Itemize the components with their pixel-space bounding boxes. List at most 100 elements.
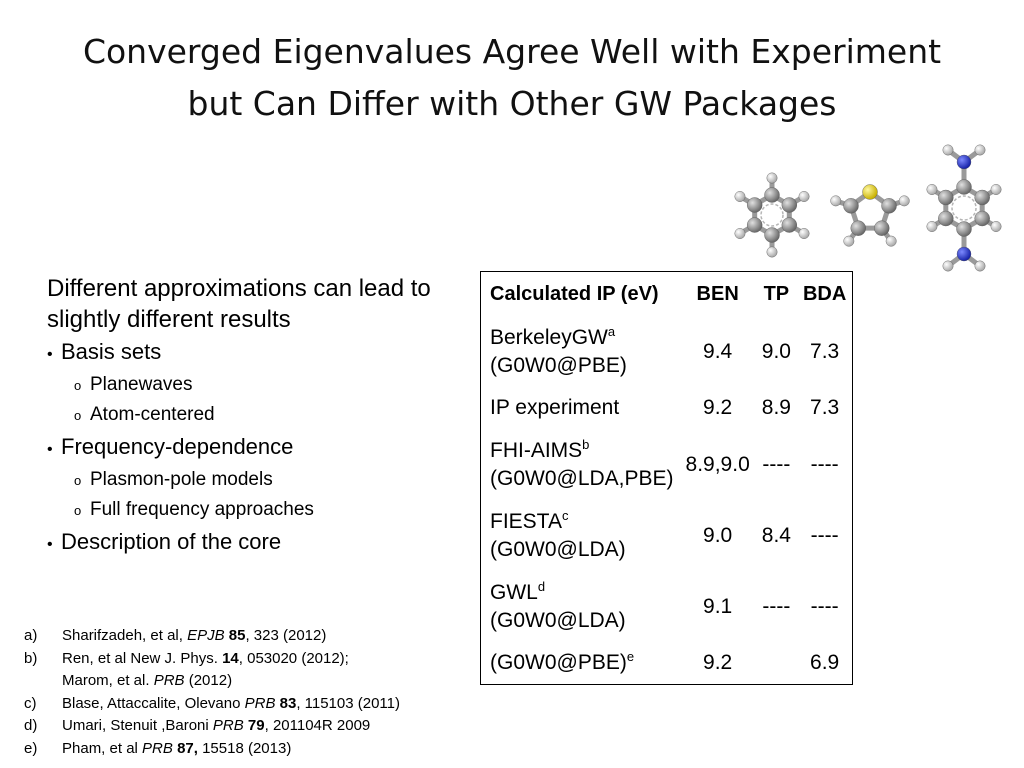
hydrogen-atom (830, 195, 842, 207)
sub-bullet-plasmon-pole: o Plasmon-pole models (74, 469, 273, 490)
slide-title: Converged Eigenvalues Agree Well with Ex… (0, 26, 1024, 130)
cell-tp: 9.0 (761, 339, 791, 363)
row-name: FIESTA (490, 509, 562, 533)
title-line-1: Converged Eigenvalues Agree Well with Ex… (82, 32, 942, 71)
row-footnote: e (626, 649, 635, 664)
cell-tp: ---- (762, 452, 791, 476)
nitrogen-atom (956, 154, 972, 170)
carbon-atom (781, 197, 798, 213)
carbon-atom (956, 179, 972, 195)
sulfur-atom (862, 184, 878, 200)
bullet-frequency-dependence: • Frequency-dependence (47, 434, 294, 459)
table-header-row: Calculated IP (eV) BEN TP BDA (481, 272, 853, 317)
row-name: IP experiment (490, 396, 620, 419)
table-row: GWLd (G0W0@LDA) 9.1 ---- ---- (481, 571, 853, 642)
carbon-atom (881, 198, 897, 214)
row-footnote: a (607, 323, 616, 339)
carbon-atom (974, 210, 990, 227)
cell-bda: 6.9 (810, 651, 840, 674)
hydrogen-atom (734, 191, 746, 202)
hydrogen-atom (798, 228, 810, 239)
ip-table: Calculated IP (eV) BEN TP BDA BerkeleyGW… (480, 271, 854, 685)
cell-ben: 9.4 (703, 339, 733, 363)
hydrogen-atom (942, 260, 954, 272)
carbon-atom (974, 189, 990, 206)
reference-d: d) Umari, Stenuit ,Baroni PRB 79, 201104… (24, 717, 371, 734)
carbon-atom (781, 217, 798, 233)
row-method: (G0W0@LDA) (490, 608, 626, 632)
hydrogen-atom (990, 221, 1002, 232)
hydrogen-atom (990, 184, 1002, 195)
cell-bda: 7.3 (810, 339, 840, 363)
cell-bda: 7.3 (810, 396, 840, 419)
bullet-list: Different approximations can lead to sli… (47, 273, 467, 560)
carbon-atom (764, 227, 780, 243)
table-row: FIESTAc (G0W0@LDA) 9.0 8.4 ---- (481, 500, 853, 571)
sub-bullet-full-frequency: o Full frequency approaches (74, 499, 314, 520)
cell-tp: 8.9 (761, 396, 791, 419)
header-tp: TP (763, 282, 790, 305)
hydrogen-atom (974, 144, 986, 156)
hydrogen-atom (766, 172, 778, 184)
hydrogen-atom (766, 246, 778, 258)
reference-a: a) Sharifzadeh, et al, EPJB 85, 323 (201… (24, 627, 327, 644)
hydrogen-atom (885, 235, 897, 247)
hydrogen-atom (798, 191, 810, 202)
bullet-core: • Description of the core (47, 529, 282, 554)
row-footnote: c (561, 507, 569, 523)
cell-bda: ---- (810, 452, 839, 476)
hydrogen-atom (898, 195, 910, 207)
hydrogen-atom (926, 184, 938, 195)
hydrogen-atom (926, 221, 938, 232)
sub-bullet-planewaves: o Planewaves (74, 374, 193, 395)
cell-ben: 8.9,9.0 (685, 452, 750, 476)
cell-ben: 9.1 (703, 594, 733, 618)
benzene-molecule (734, 172, 810, 258)
carbon-atom (850, 220, 866, 236)
row-footnote: d (537, 578, 546, 594)
header-bda: BDA (802, 282, 847, 305)
table-row: FHI-AIMSb (G0W0@LDA,PBE) 8.9,9.0 ---- ---… (481, 429, 853, 500)
row-name: (G0W0@PBE) (490, 651, 627, 674)
hydrogen-atom (734, 228, 746, 239)
nitrogen-atom (956, 246, 972, 262)
hydrogen-atom (974, 260, 986, 272)
thiophene-molecule (830, 184, 910, 247)
table-row: BerkeleyGWa (G0W0@PBE) 9.4 9.0 7.3 (481, 316, 853, 387)
reference-c: c) Blase, Attaccalite, Olevano PRB 83, 1… (24, 694, 401, 712)
aromatic-ring (951, 195, 977, 221)
hydrogen-atom (843, 235, 855, 247)
carbon-atom (746, 197, 763, 213)
row-name: FHI-AIMS (490, 438, 583, 462)
cell-bda: ---- (810, 523, 839, 547)
cell-bda: ---- (810, 594, 839, 618)
row-name: BerkeleyGW (490, 325, 608, 349)
table-row: (G0W0@PBE)e 9.2 6.9 (481, 642, 853, 685)
carbon-atom (938, 210, 954, 227)
row-method: (G0W0@LDA,PBE) (490, 466, 674, 490)
carbon-atom (843, 198, 859, 214)
cell-ben: 9.2 (703, 651, 733, 674)
cell-ben: 9.0 (703, 523, 733, 547)
sub-bullet-atom-centered: o Atom-centered (74, 404, 215, 425)
cell-tp: 8.4 (761, 523, 791, 547)
cell-ben: 9.2 (703, 396, 733, 419)
reference-b: b) Ren, et al New J. Phys. 14, 053020 (2… (24, 649, 349, 667)
cell-tp: ---- (762, 594, 791, 618)
row-name: GWL (490, 580, 538, 604)
hydrogen-atom (942, 144, 954, 156)
reference-e: e) Pham, et al PRB 87, 15518 (2013) (24, 739, 292, 757)
carbon-atom (938, 189, 954, 206)
row-footnote: b (582, 436, 590, 452)
benzenediamine-molecule (926, 144, 1002, 272)
carbon-atom (956, 221, 972, 237)
carbon-atom (764, 187, 780, 203)
cell-tp (756, 642, 797, 685)
aromatic-ring (760, 203, 784, 227)
reference-list: a) Sharifzadeh, et al, EPJB 85, 323 (201… (24, 625, 504, 760)
intro-text: Different approximations can lead to sli… (47, 275, 431, 333)
header-ben: BEN (696, 282, 739, 305)
carbon-atom (746, 217, 763, 233)
header-calculated-ip: Calculated IP (eV) (490, 282, 659, 305)
row-method: (G0W0@LDA) (490, 537, 626, 561)
